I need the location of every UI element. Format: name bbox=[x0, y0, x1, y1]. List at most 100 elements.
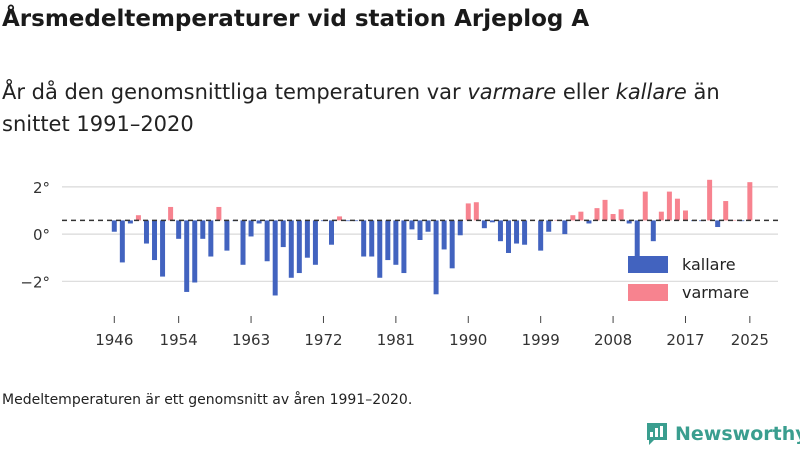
bar-1958 bbox=[208, 220, 214, 257]
bar-1996 bbox=[514, 220, 520, 244]
bar-1954 bbox=[176, 220, 182, 239]
bar-1997 bbox=[522, 220, 528, 245]
bar-2020 bbox=[707, 179, 713, 221]
bar-1960 bbox=[224, 220, 230, 251]
bar-1962 bbox=[240, 220, 246, 265]
bar-2006 bbox=[594, 208, 600, 221]
bar-1956 bbox=[192, 220, 198, 283]
subtitle-colder-word: kallare bbox=[615, 80, 687, 104]
bar-2001 bbox=[554, 219, 560, 221]
bar-1951 bbox=[152, 220, 158, 261]
y-tick-label: 2° bbox=[33, 179, 50, 197]
bar-1963 bbox=[248, 220, 254, 237]
chart-subtitle: År då den genomsnittliga temperaturen va… bbox=[2, 76, 792, 140]
x-tick-label: 1999 bbox=[522, 331, 560, 349]
bar-1977 bbox=[361, 220, 367, 257]
x-tick-label: 2025 bbox=[731, 331, 769, 349]
brand-name: Newsworthy bbox=[675, 423, 800, 445]
bar-2005 bbox=[586, 220, 592, 224]
bar-2010 bbox=[626, 220, 632, 224]
bar-1978 bbox=[369, 220, 375, 257]
legend-swatch-colder bbox=[628, 256, 668, 273]
bar-1981 bbox=[393, 220, 399, 265]
footnote: Medeltemperaturen är ett genomsnitt av å… bbox=[2, 392, 413, 408]
x-tick-label: 1981 bbox=[377, 331, 415, 349]
bar-1959 bbox=[216, 206, 222, 221]
bar-1979 bbox=[377, 220, 383, 278]
bar-2007 bbox=[602, 199, 608, 221]
subtitle-text-2: eller bbox=[556, 80, 616, 104]
x-tick-label: 1954 bbox=[160, 331, 198, 349]
bar-1953 bbox=[168, 206, 174, 221]
chart-title: Årsmedeltemperaturer vid station Arjeplo… bbox=[2, 6, 590, 32]
bar-2011 bbox=[634, 220, 640, 270]
bar-2012 bbox=[642, 191, 648, 221]
bar-1964 bbox=[256, 220, 262, 224]
subtitle-text-3: än snittet 1991–2020 bbox=[2, 80, 720, 136]
bar-1986 bbox=[433, 220, 439, 295]
bar-1955 bbox=[184, 220, 190, 292]
legend-label-warmer: varmare bbox=[682, 283, 749, 302]
temperature-bar-chart: −2° 0° 2° 1946 1954 1963 1972 1981 1990 1999 2008… bbox=[20, 179, 778, 349]
bar-1949 bbox=[135, 215, 141, 221]
bar-1957 bbox=[200, 220, 206, 239]
bar-2017 bbox=[682, 210, 688, 221]
bar-2013 bbox=[650, 220, 656, 242]
bar-2025 bbox=[747, 182, 753, 221]
bar-2022 bbox=[723, 201, 729, 221]
bar-1983 bbox=[409, 220, 415, 230]
bar-1966 bbox=[272, 220, 278, 296]
bar-1976 bbox=[353, 220, 359, 222]
bar-2003 bbox=[570, 215, 576, 221]
y-tick-label: 0° bbox=[33, 226, 50, 244]
bar-1971 bbox=[312, 220, 318, 265]
bar-1948 bbox=[127, 220, 133, 224]
bar-2002 bbox=[562, 220, 568, 235]
x-tick-label: 1990 bbox=[449, 331, 487, 349]
bar-1991 bbox=[473, 202, 479, 221]
x-axis-ticks: 1946 1954 1963 1972 1981 1990 1999 2008 2017 2025 bbox=[95, 316, 769, 349]
bar-1975 bbox=[345, 220, 351, 222]
bar-1965 bbox=[264, 220, 270, 262]
bar-1950 bbox=[143, 220, 149, 244]
bar-1974 bbox=[337, 216, 343, 221]
bar-2008 bbox=[610, 214, 616, 221]
bar-1973 bbox=[329, 220, 334, 245]
bar-1969 bbox=[296, 220, 302, 274]
bar-1968 bbox=[288, 220, 294, 278]
bar-2000 bbox=[546, 220, 552, 232]
legend: kallare varmare bbox=[628, 255, 749, 302]
bar-1980 bbox=[385, 220, 391, 261]
bar-1995 bbox=[506, 220, 511, 253]
bar-1952 bbox=[160, 220, 166, 277]
bar-1989 bbox=[457, 220, 463, 236]
subtitle-warmer-word: varmare bbox=[467, 80, 557, 104]
y-tick-label: −2° bbox=[20, 273, 50, 291]
legend-swatch-warmer bbox=[628, 284, 668, 301]
bar-1992 bbox=[481, 220, 487, 229]
bar-2021 bbox=[715, 220, 721, 228]
bar-1990 bbox=[465, 203, 471, 221]
bar-1987 bbox=[441, 220, 447, 250]
bar-1982 bbox=[401, 220, 407, 274]
x-tick-label: 1963 bbox=[232, 331, 270, 349]
x-tick-label: 2017 bbox=[666, 331, 704, 349]
bar-1993 bbox=[489, 220, 495, 223]
bar-2023 bbox=[731, 219, 737, 221]
bar-2016 bbox=[674, 198, 680, 221]
x-tick-label: 1972 bbox=[304, 331, 342, 349]
newsworthy-logo-icon bbox=[647, 423, 667, 445]
bar-1946 bbox=[111, 220, 117, 232]
bar-1984 bbox=[417, 220, 423, 240]
x-tick-label: 2008 bbox=[594, 331, 632, 349]
bar-1970 bbox=[304, 220, 310, 258]
subtitle-text-1: År då den genomsnittliga temperaturen va… bbox=[2, 80, 468, 104]
bar-2009 bbox=[618, 209, 624, 221]
bar-2004 bbox=[578, 211, 584, 221]
bar-2015 bbox=[666, 191, 672, 221]
legend-label-colder: kallare bbox=[682, 255, 736, 274]
bar-1999 bbox=[538, 220, 544, 251]
brand-logo: Newsworthy bbox=[645, 420, 800, 448]
bar-series bbox=[111, 179, 753, 296]
bar-2014 bbox=[658, 211, 664, 221]
